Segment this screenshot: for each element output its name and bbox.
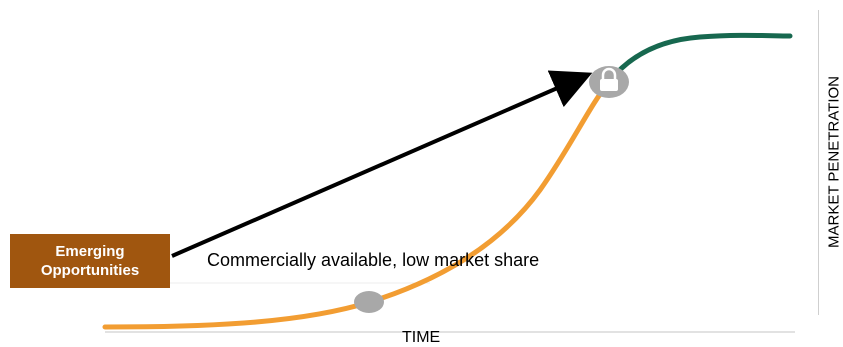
emerging-opportunities-badge: Emerging Opportunities bbox=[10, 234, 170, 288]
badge-line-2: Opportunities bbox=[40, 262, 140, 279]
s-curve-mature-segment bbox=[606, 32, 793, 85]
lock-icon bbox=[589, 66, 629, 98]
x-axis-label: TIME bbox=[402, 329, 441, 346]
badge-line-1: Emerging bbox=[55, 243, 125, 260]
y-axis-rule bbox=[818, 10, 819, 315]
s-curve-early-segment bbox=[102, 79, 612, 330]
stage-caption: Commercially available, low market share bbox=[207, 250, 540, 270]
y-axis-label: MARKET PENETRATION bbox=[825, 76, 843, 248]
dot-marker bbox=[354, 291, 384, 313]
connector-arrow bbox=[171, 70, 593, 258]
